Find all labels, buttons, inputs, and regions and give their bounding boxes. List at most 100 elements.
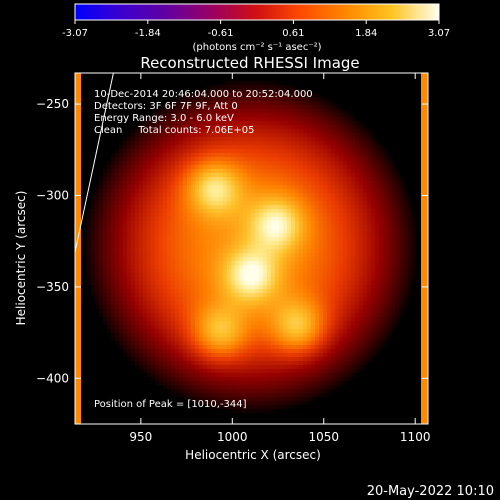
heatmap-cell xyxy=(283,249,287,253)
heatmap-cell xyxy=(271,193,275,197)
heatmap-cell xyxy=(223,189,227,193)
heatmap-cell xyxy=(203,361,207,365)
heatmap-cell xyxy=(159,313,163,317)
heatmap-cell xyxy=(203,181,207,185)
heatmap-cell xyxy=(351,217,355,221)
heatmap-cell xyxy=(307,301,311,305)
heatmap-cell xyxy=(355,325,359,329)
heatmap-cell xyxy=(151,233,155,237)
heatmap-cell xyxy=(311,221,315,225)
heatmap-cell xyxy=(351,153,355,157)
heatmap-cell xyxy=(171,125,175,129)
heatmap-cell xyxy=(135,213,139,217)
heatmap-cell xyxy=(319,257,323,261)
heatmap-cell xyxy=(335,105,339,109)
heatmap-cell xyxy=(231,173,235,177)
heatmap-cell xyxy=(211,149,215,153)
heatmap-cell xyxy=(171,225,175,229)
heatmap-cell xyxy=(387,173,391,177)
heatmap-cell xyxy=(203,153,207,157)
heatmap-cell xyxy=(219,293,223,297)
heatmap-cell xyxy=(191,241,195,245)
heatmap-cell xyxy=(339,361,343,365)
heatmap-cell xyxy=(399,197,403,201)
heatmap-cell xyxy=(199,365,203,369)
heatmap-cell xyxy=(403,249,407,253)
heatmap-cell xyxy=(311,153,315,157)
heatmap-cell xyxy=(195,169,199,173)
heatmap-cell xyxy=(311,117,315,121)
heatmap-cell xyxy=(191,269,195,273)
heatmap-cell xyxy=(247,173,251,177)
heatmap-cell xyxy=(315,233,319,237)
heatmap-cell xyxy=(243,249,247,253)
heatmap-cell xyxy=(131,241,135,245)
heatmap-cell xyxy=(207,229,211,233)
heatmap-cell xyxy=(367,277,371,281)
heatmap-cell xyxy=(347,257,351,261)
heatmap-cell xyxy=(327,325,331,329)
heatmap-cell xyxy=(271,297,275,301)
heatmap-cell xyxy=(239,297,243,301)
heatmap-cell xyxy=(343,121,347,125)
heatmap-cell xyxy=(287,353,291,357)
heatmap-cell xyxy=(231,93,235,97)
heatmap-cell xyxy=(375,157,379,161)
heatmap-cell xyxy=(347,201,351,205)
heatmap-cell xyxy=(391,221,395,225)
heatmap-cell xyxy=(355,281,359,285)
heatmap-cell xyxy=(351,309,355,313)
heatmap-cell xyxy=(211,269,215,273)
heatmap-cell xyxy=(175,109,179,113)
heatmap-cell xyxy=(211,289,215,293)
heatmap-cell xyxy=(167,345,171,349)
heatmap-cell xyxy=(91,241,95,245)
heatmap-cell xyxy=(391,269,395,273)
heatmap-cell xyxy=(199,101,203,105)
heatmap-cell xyxy=(375,165,379,169)
heatmap-cell xyxy=(331,189,335,193)
heatmap-cell xyxy=(239,129,243,133)
heatmap-cell xyxy=(375,209,379,213)
heatmap-cell xyxy=(167,353,171,357)
heatmap-cell xyxy=(223,277,227,281)
heatmap-cell xyxy=(347,121,351,125)
heatmap-cell xyxy=(247,349,251,353)
heatmap-cell xyxy=(259,317,263,321)
heatmap-cell xyxy=(235,313,239,317)
heatmap-cell xyxy=(299,181,303,185)
heatmap-cell xyxy=(103,273,107,277)
heatmap-cell xyxy=(335,141,339,145)
heatmap-cell xyxy=(331,197,335,201)
heatmap-cell xyxy=(311,105,315,109)
heatmap-cell xyxy=(143,185,147,189)
heatmap-cell xyxy=(127,265,131,269)
heatmap-cell xyxy=(391,289,395,293)
heatmap-cell xyxy=(167,357,171,361)
heatmap-cell xyxy=(247,365,251,369)
heatmap-cell xyxy=(251,129,255,133)
heatmap-cell xyxy=(147,289,151,293)
heatmap-cell xyxy=(359,301,363,305)
heatmap-cell xyxy=(135,149,139,153)
heatmap-cell xyxy=(131,145,135,149)
heatmap-cell xyxy=(215,333,219,337)
heatmap-cell xyxy=(335,185,339,189)
heatmap-cell xyxy=(391,253,395,257)
heatmap-cell xyxy=(279,121,283,125)
heatmap-cell xyxy=(131,313,135,317)
heatmap-cell xyxy=(347,345,351,349)
colorbar xyxy=(74,3,440,21)
heatmap-cell xyxy=(195,197,199,201)
heatmap-cell xyxy=(223,269,227,273)
heatmap-cell xyxy=(247,273,251,277)
heatmap-cell xyxy=(347,249,351,253)
heatmap-cell xyxy=(215,269,219,273)
heatmap-cell xyxy=(215,237,219,241)
heatmap-cell xyxy=(171,209,175,213)
heatmap-cell xyxy=(227,281,231,285)
heatmap-cell xyxy=(239,89,243,93)
heatmap-cell xyxy=(335,193,339,197)
heatmap-cell xyxy=(247,129,251,133)
heatmap-cell xyxy=(331,117,335,121)
